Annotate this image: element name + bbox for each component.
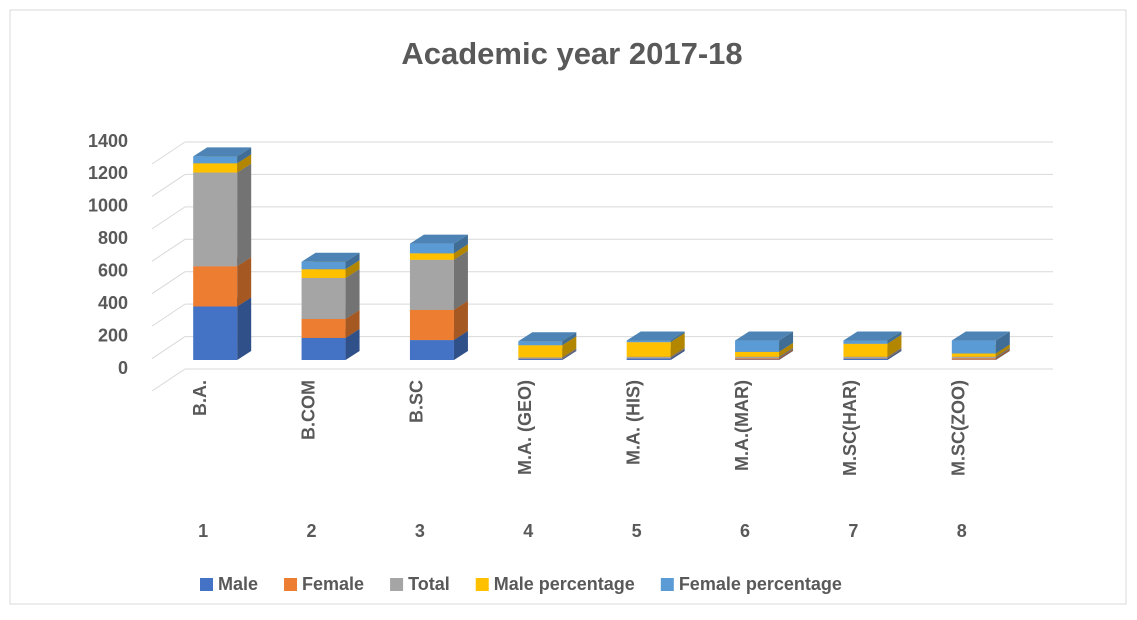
legend-label: Total <box>408 574 450 594</box>
bar-front <box>193 163 237 172</box>
x-tick-label: M.SC(HAR) <box>840 380 860 476</box>
x-group-label: 4 <box>523 521 533 541</box>
bar-front <box>952 358 996 359</box>
bar-front <box>843 344 887 357</box>
legend-swatch <box>476 578 489 591</box>
legend-swatch <box>661 578 674 591</box>
x-group-label: 7 <box>848 521 858 541</box>
y-tick-label: 600 <box>98 260 128 280</box>
bar-front <box>410 340 454 360</box>
bar-front <box>952 354 996 357</box>
x-tick-label: M.A. (HIS) <box>623 380 643 465</box>
bar-front <box>843 359 887 360</box>
bar-front <box>193 306 237 360</box>
bar-side <box>454 251 468 310</box>
x-group-label: 6 <box>740 521 750 541</box>
x-group-label: 2 <box>307 521 317 541</box>
bar-front <box>627 342 671 357</box>
bar-front <box>843 357 887 359</box>
legend-label: Female <box>302 574 364 594</box>
bar-front <box>952 357 996 359</box>
x-group-label: 3 <box>415 521 425 541</box>
chart-border <box>10 10 1126 604</box>
bar-front <box>518 341 562 345</box>
bar-front <box>518 345 562 357</box>
y-tick-label: 400 <box>98 293 128 313</box>
bar-front <box>735 352 779 357</box>
bar-front <box>410 310 454 340</box>
y-tick-label: 1000 <box>88 196 128 216</box>
bar-segment <box>193 164 251 267</box>
x-tick-label: M.SC(ZOO) <box>949 380 969 476</box>
legend-label: Male percentage <box>494 574 635 594</box>
bar-front <box>302 338 346 360</box>
legend-label: Female percentage <box>679 574 842 594</box>
bar-front <box>410 253 454 259</box>
bar-front <box>735 341 779 352</box>
y-tick-label: 0 <box>118 358 128 378</box>
bar-front <box>518 357 562 358</box>
legend-swatch <box>284 578 297 591</box>
bar-side <box>237 164 251 267</box>
legend-swatch <box>200 578 213 591</box>
bar-front <box>302 269 346 278</box>
bar-front <box>193 156 237 163</box>
bar-front <box>735 358 779 359</box>
y-tick-label: 1400 <box>88 131 128 151</box>
x-tick-label: B.COM <box>298 380 318 440</box>
bar-front <box>627 341 671 343</box>
x-tick-label: B.SC <box>407 380 427 423</box>
bar-front <box>627 357 671 359</box>
bar-front <box>193 173 237 267</box>
bar-front <box>627 359 671 360</box>
bar-front <box>302 319 346 338</box>
bar-front <box>302 278 346 319</box>
x-tick-label: B.A. <box>190 380 210 416</box>
y-tick-label: 800 <box>98 228 128 248</box>
bar-front <box>302 262 346 269</box>
chart-title: Academic year 2017-18 <box>401 36 742 71</box>
legend-label: Male <box>218 574 258 594</box>
bar-side <box>237 297 251 360</box>
bar-front <box>193 266 237 306</box>
bar-front <box>518 359 562 360</box>
x-group-label: 5 <box>632 521 642 541</box>
bar-front <box>410 244 454 254</box>
legend-swatch <box>390 578 403 591</box>
bar-front <box>410 260 454 310</box>
x-tick-label: M.A. (GEO) <box>515 380 535 475</box>
y-tick-label: 200 <box>98 325 128 345</box>
bar-front <box>843 341 887 344</box>
x-group-label: 1 <box>198 521 208 541</box>
y-tick-label: 1200 <box>88 163 128 183</box>
bar-front <box>952 341 996 354</box>
x-tick-label: M.A.(MAR) <box>732 380 752 471</box>
bar-segment <box>193 297 251 360</box>
bar-front <box>735 357 779 359</box>
x-group-label: 8 <box>957 521 967 541</box>
